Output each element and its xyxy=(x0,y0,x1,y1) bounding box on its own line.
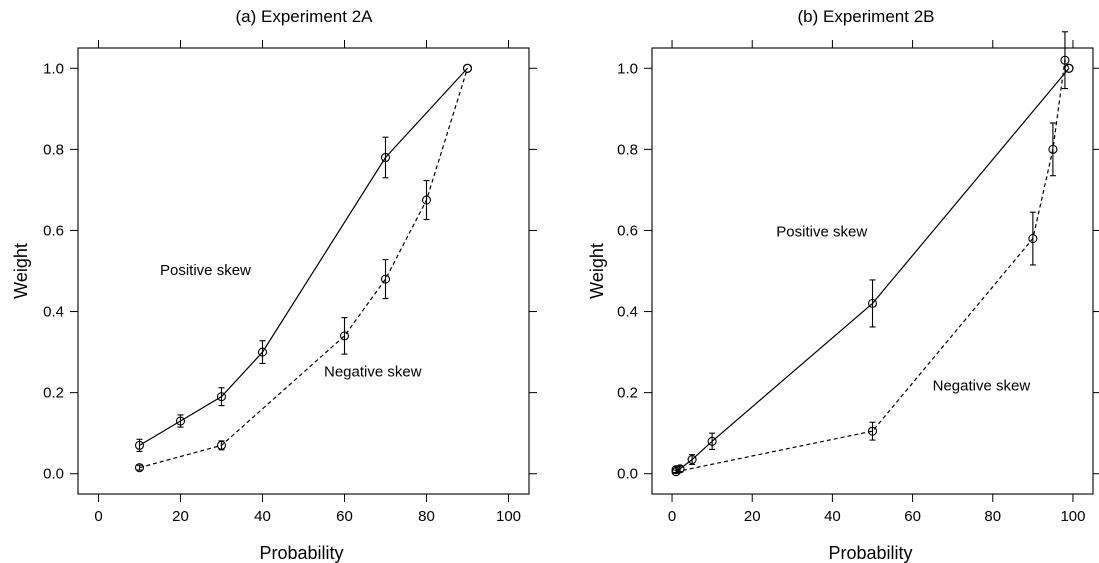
data-point xyxy=(1064,63,1074,73)
series-label: Positive skew xyxy=(776,224,867,241)
y-tick-label: 0.8 xyxy=(617,141,638,158)
y-tick-label: 0.6 xyxy=(43,222,64,239)
series-line xyxy=(675,67,1070,471)
panel-experiment-2a: 0 20 40 60 80 100 0.0 0.2 0.4 0.6 0.8 1.0 (a) Experi… xyxy=(11,7,537,563)
x-axis-label: Probability xyxy=(828,543,912,563)
series-label: Negative skew xyxy=(933,378,1031,395)
data-point xyxy=(1028,234,1038,244)
data-point xyxy=(216,392,227,402)
y-tick-label: 0.4 xyxy=(617,304,638,321)
data-point xyxy=(380,152,391,163)
x-tick-label: 40 xyxy=(254,508,271,525)
series-label: Positive skew xyxy=(160,262,251,279)
y-tick-label: 0.2 xyxy=(617,385,638,402)
y-axis-label: Weight xyxy=(11,243,31,299)
series-positive-skew xyxy=(671,63,1074,475)
x-tick-label: 100 xyxy=(1060,508,1085,525)
data-point xyxy=(339,331,350,341)
x-tick-label: 20 xyxy=(744,508,761,525)
x-tick-label: 0 xyxy=(668,508,676,525)
x-tick-label: 40 xyxy=(824,508,841,525)
y-tick-label: 0.8 xyxy=(43,141,64,158)
data-point xyxy=(421,195,432,205)
y-tick-label: 0.6 xyxy=(617,222,638,239)
chart-title: (a) Experiment 2A xyxy=(236,7,374,26)
x-tick-label: 100 xyxy=(496,508,521,525)
data-point xyxy=(380,274,391,284)
data-point xyxy=(462,63,473,73)
data-point xyxy=(257,347,268,357)
data-point xyxy=(134,440,145,450)
chart-title: (b) Experiment 2B xyxy=(798,7,935,26)
y-axis-label: Weight xyxy=(587,243,607,299)
x-tick-label: 80 xyxy=(418,508,435,525)
series-line xyxy=(139,67,468,446)
data-point xyxy=(707,436,717,446)
x-tick-label: 80 xyxy=(984,508,1001,525)
data-point xyxy=(216,440,227,450)
x-tick-label: 60 xyxy=(336,508,353,525)
series-negative-skew xyxy=(134,63,473,473)
plot-frame xyxy=(651,47,1094,495)
series-line xyxy=(139,68,469,469)
y-tick-label: 0.4 xyxy=(43,304,64,321)
data-point xyxy=(671,467,681,477)
series-label: Negative skew xyxy=(324,363,422,380)
y-tick-label: 0.0 xyxy=(43,466,64,483)
y-tick-label: 0.0 xyxy=(617,466,638,483)
data-point xyxy=(867,298,878,308)
y-tick-label: 0.2 xyxy=(43,385,64,402)
data-point xyxy=(1048,144,1058,154)
data-point xyxy=(1060,55,1070,65)
series-positive-skew xyxy=(134,63,473,452)
panel-experiment-2b: 0 20 40 60 80 100 0.0 0.2 0.4 0.6 0.8 1.0 (b) Experi… xyxy=(587,7,1099,563)
x-tick-label: 60 xyxy=(904,508,921,525)
y-tick-label: 1.0 xyxy=(43,60,64,77)
series-line xyxy=(675,58,1070,473)
data-point xyxy=(867,426,878,436)
x-tick-label: 0 xyxy=(94,508,102,525)
series-negative-skew xyxy=(671,31,1074,477)
x-axis-label: Probability xyxy=(259,543,343,563)
plot-frame xyxy=(77,47,530,495)
data-point xyxy=(175,416,186,426)
data-point xyxy=(687,454,697,465)
x-tick-label: 20 xyxy=(172,508,189,525)
data-point xyxy=(134,463,145,473)
y-tick-label: 1.0 xyxy=(617,60,638,77)
